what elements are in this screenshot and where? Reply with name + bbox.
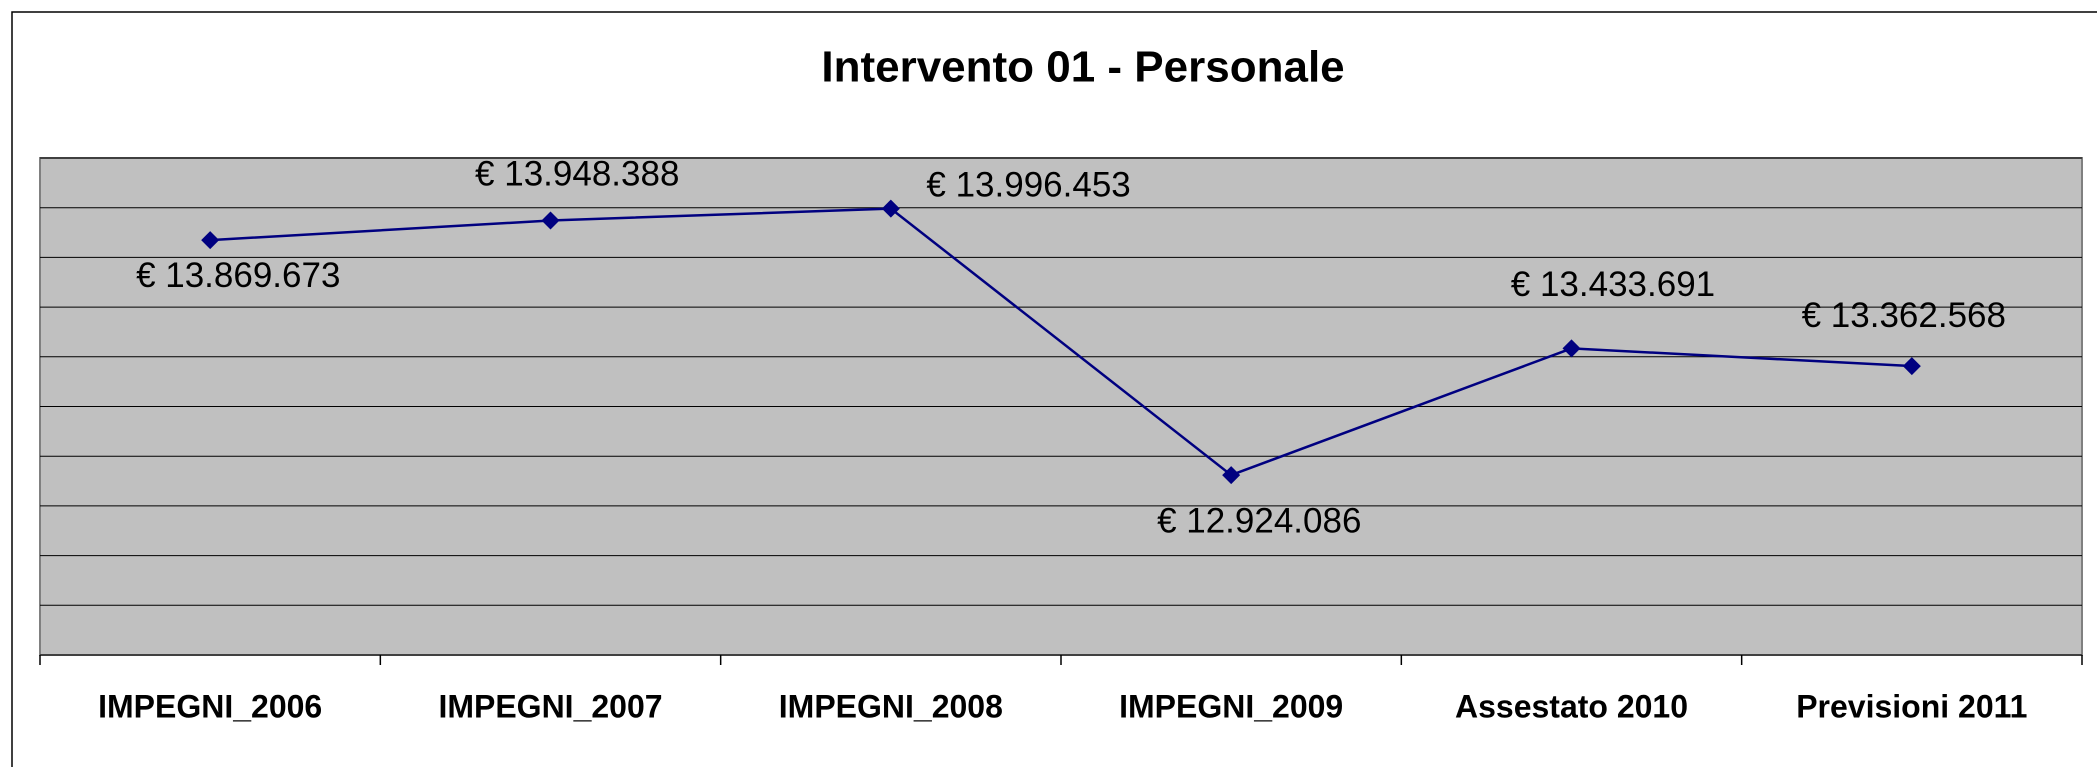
marker: [201, 231, 220, 250]
x-tick-label: IMPEGNI_2006: [98, 688, 322, 724]
data-label: € 13.996.453: [926, 165, 1130, 204]
chart-title: Intervento 01 - Personale: [821, 43, 1344, 92]
data-label: € 13.869.673: [136, 256, 340, 295]
data-label: € 13.433.691: [1511, 265, 1715, 304]
x-tick-label: Assestato 2010: [1455, 688, 1688, 724]
marker: [1222, 466, 1241, 485]
marker: [881, 199, 900, 218]
x-tick-label: Previsioni 2011: [1796, 688, 2027, 724]
marker: [1902, 357, 1921, 376]
data-label: € 12.924.086: [1157, 501, 1361, 540]
marker: [1562, 339, 1581, 358]
data-line: [210, 207, 1912, 477]
data-label: € 13.948.388: [475, 155, 679, 194]
marker: [541, 211, 560, 230]
x-tick-label: IMPEGNI_2007: [438, 688, 662, 724]
data-label: € 13.362.568: [1802, 296, 2006, 335]
x-tick-label: IMPEGNI_2009: [1119, 688, 1343, 724]
x-tick-label: IMPEGNI_2008: [779, 688, 1003, 724]
